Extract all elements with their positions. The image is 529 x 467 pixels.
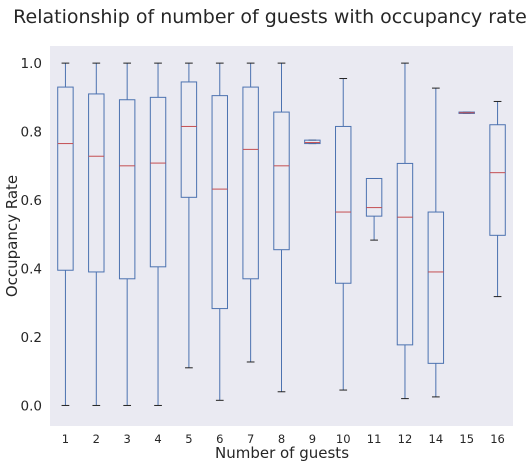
box-iqr (365, 177, 383, 217)
y-tick-label: 1.0 (21, 56, 42, 72)
box-iqr (242, 86, 259, 280)
y-axis-label: Occupancy Rate (3, 175, 21, 297)
chart-title: Relationship of number of guests with oc… (13, 6, 527, 28)
x-tick-label: 15 (459, 432, 474, 446)
box-iqr (211, 95, 228, 310)
box-iqr (180, 81, 198, 198)
y-axis-ticks: 0.0 0.2 0.4 0.6 0.8 1.0 (21, 56, 42, 414)
x-tick-label: 2 (93, 432, 100, 446)
x-tick-label: 7 (247, 432, 254, 446)
box-iqr (335, 125, 352, 284)
x-tick-label: 6 (216, 432, 223, 446)
box-iqr (304, 139, 321, 145)
x-tick-label: 10 (336, 432, 351, 446)
x-tick-label: 11 (367, 432, 382, 446)
box-iqr (273, 111, 290, 251)
x-tick-label: 9 (309, 432, 316, 446)
box-group (396, 62, 414, 400)
box-group (211, 62, 228, 401)
y-tick-label: 0.6 (21, 193, 42, 209)
box-group (335, 78, 352, 391)
box-iqr (149, 96, 167, 268)
box-iqr (427, 211, 445, 364)
box-iqr (489, 124, 506, 236)
y-tick-label: 0.2 (21, 330, 42, 346)
box-group (489, 100, 506, 298)
box-iqr (57, 86, 74, 271)
box-iqr (88, 93, 105, 273)
box-group (273, 62, 290, 393)
x-tick-label: 8 (278, 432, 285, 446)
y-tick-label: 0.0 (21, 398, 42, 414)
x-tick-label: 5 (185, 432, 192, 446)
box-group (304, 139, 321, 145)
box-group (365, 177, 383, 241)
box-group (88, 62, 105, 406)
x-tick-label: 4 (154, 432, 161, 446)
box-series (57, 62, 506, 406)
x-tick-label: 12 (398, 432, 413, 446)
box-group (180, 62, 198, 369)
x-tick-label: 1 (62, 432, 69, 446)
x-tick-label: 14 (429, 432, 444, 446)
y-tick-label: 0.4 (21, 262, 42, 278)
x-axis-label: Number of guests (215, 444, 349, 462)
x-axis-ticks: 1 2 3 4 5 6 7 8 9 10 11 12 14 15 16 (62, 432, 505, 446)
box-group (118, 62, 136, 406)
x-tick-label: 16 (490, 432, 505, 446)
box-group (458, 111, 475, 114)
box-iqr (118, 99, 136, 280)
box-group (57, 62, 74, 406)
x-tick-label: 3 (124, 432, 131, 446)
box-group (242, 62, 259, 363)
box-group (149, 62, 167, 406)
box-iqr (396, 162, 414, 346)
box-group (427, 87, 445, 398)
y-tick-label: 0.8 (21, 125, 42, 141)
